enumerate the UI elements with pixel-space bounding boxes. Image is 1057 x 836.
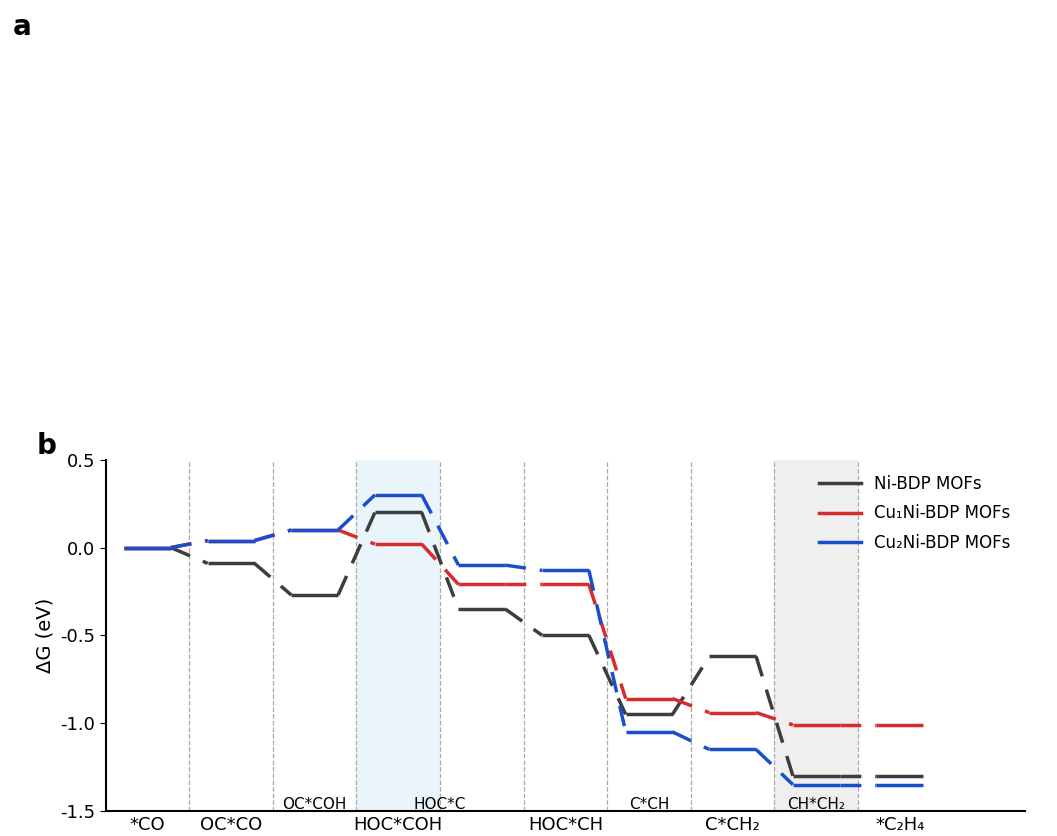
Text: C*CH: C*CH [629, 797, 669, 812]
Bar [356, 460, 440, 811]
Legend: Ni-BDP MOFs, Cu₁Ni-BDP MOFs, Cu₂Ni-BDP MOFs: Ni-BDP MOFs, Cu₁Ni-BDP MOFs, Cu₂Ni-BDP M… [812, 468, 1017, 558]
Text: a: a [13, 13, 32, 41]
Text: CH*CH₂: CH*CH₂ [787, 797, 846, 812]
Text: b: b [37, 431, 57, 460]
Text: HOC*C: HOC*C [414, 797, 466, 812]
Text: OC*COH: OC*COH [282, 797, 347, 812]
Y-axis label: ΔG (eV): ΔG (eV) [36, 598, 55, 673]
Bar [775, 460, 858, 811]
